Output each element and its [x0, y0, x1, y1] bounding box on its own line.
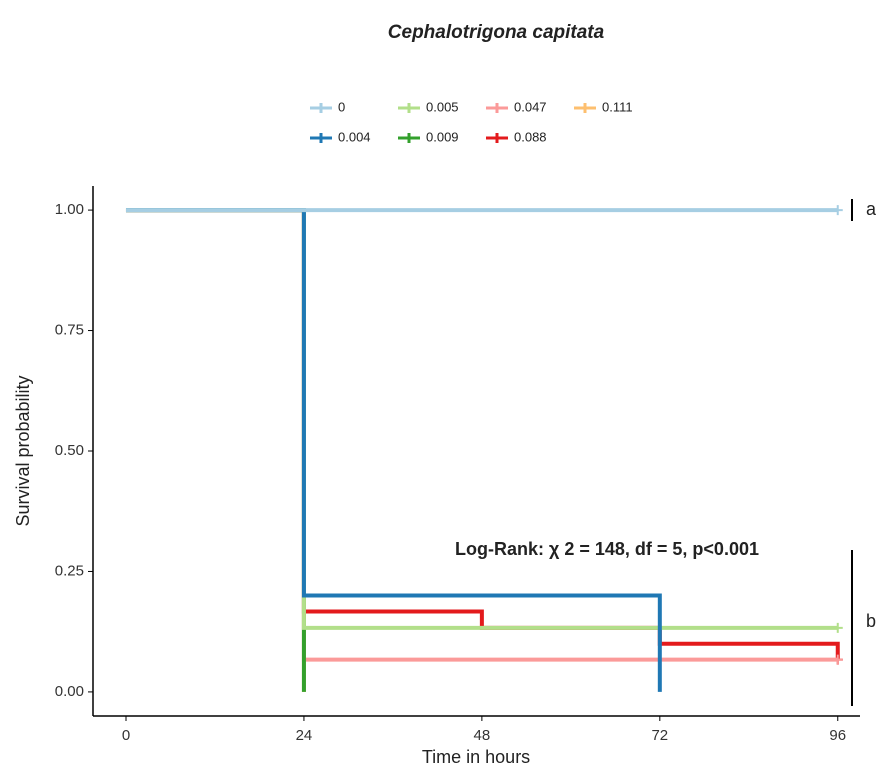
legend-label: 0.047	[514, 99, 547, 114]
x-tick-label: 48	[474, 727, 491, 744]
group-label-b: b	[866, 611, 876, 631]
legend-label: 0.009	[426, 129, 459, 144]
x-axis-label: Time in hours	[422, 747, 530, 767]
survival-curve	[125, 208, 662, 692]
survival-curve	[125, 208, 838, 630]
censor-mark	[832, 622, 843, 633]
censor-mark	[832, 205, 843, 216]
legend-key	[398, 133, 420, 143]
survival-curve	[125, 208, 838, 662]
legend-key	[486, 103, 508, 113]
legend-key	[310, 103, 332, 113]
legend-key	[310, 133, 332, 143]
legend-key	[486, 133, 508, 143]
legend-label: 0.111	[602, 99, 633, 114]
y-tick-label: 0.00	[55, 683, 84, 700]
log-rank-annotation: Log-Rank: χ 2 = 148, df = 5, p<0.001	[455, 539, 759, 559]
y-axis-label: Survival probability	[13, 375, 33, 526]
survival-curve	[125, 208, 840, 660]
y-tick-label: 0.75	[55, 322, 84, 339]
x-tick-label: 96	[829, 727, 846, 744]
censor-mark	[832, 654, 843, 665]
y-tick-label: 0.50	[55, 442, 84, 459]
x-tick-label: 72	[651, 727, 668, 744]
group-label-a: a	[866, 199, 877, 219]
chart-title: Cephalotrigona capitata	[388, 22, 605, 43]
survival-curve	[125, 208, 306, 692]
legend-key	[398, 103, 420, 113]
legend-label: 0.088	[514, 129, 547, 144]
y-tick-label: 1.00	[55, 201, 84, 218]
x-tick-label: 0	[122, 727, 130, 744]
legend-label: 0.004	[338, 129, 371, 144]
y-tick-label: 0.25	[55, 562, 84, 579]
x-tick-label: 24	[296, 727, 313, 744]
legend-label: 0.005	[426, 99, 459, 114]
legend-label: 0	[338, 99, 345, 114]
legend-key	[574, 103, 596, 113]
survival-curve	[125, 208, 306, 692]
